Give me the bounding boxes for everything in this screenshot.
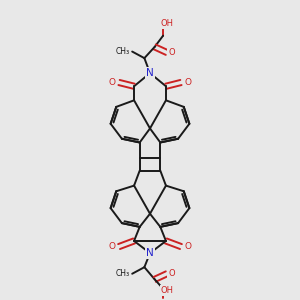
Text: CH₃: CH₃ (115, 47, 129, 56)
Text: OH: OH (160, 19, 173, 28)
Text: O: O (168, 48, 175, 57)
Text: OH: OH (160, 286, 173, 295)
Text: O: O (168, 269, 175, 278)
Text: O: O (108, 78, 115, 87)
Text: O: O (108, 242, 115, 251)
Text: O: O (185, 78, 192, 87)
Text: N: N (146, 248, 154, 258)
Text: CH₃: CH₃ (115, 269, 129, 278)
Text: N: N (146, 68, 154, 78)
Text: O: O (185, 242, 192, 251)
